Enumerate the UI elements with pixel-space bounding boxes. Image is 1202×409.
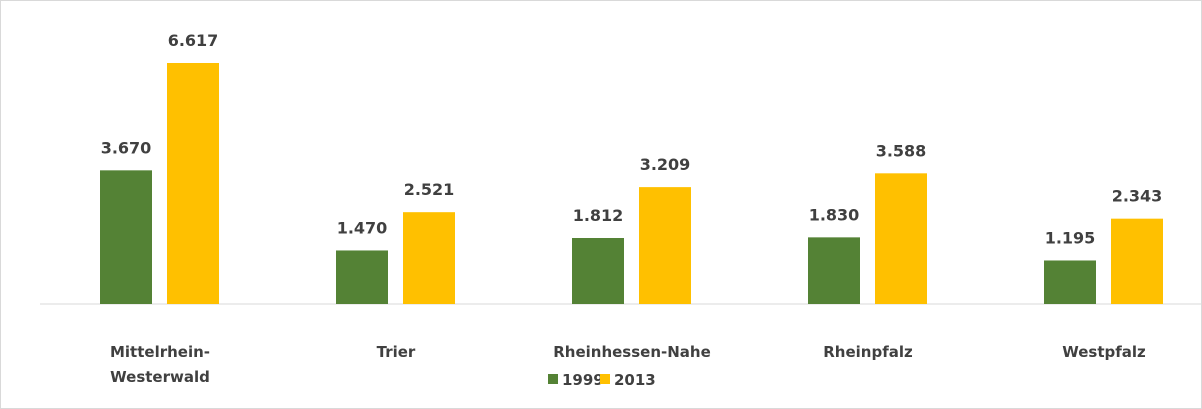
bar [639,187,691,304]
data-label: 3.209 [640,155,691,174]
x-tick-label: Trier [376,343,416,361]
bar [167,63,219,304]
data-label: 6.617 [168,31,219,50]
data-label: 3.588 [876,141,927,160]
bar [1111,218,1163,304]
x-tick-label: Westpfalz [1062,343,1146,361]
legend-label: 1999 [562,371,604,389]
x-tick-label: Rheinhessen-Nahe [553,343,711,361]
data-label: 1.195 [1045,228,1096,247]
legend-swatch [548,374,558,384]
bar [336,250,388,304]
data-label: 1.470 [337,218,388,237]
bar [403,212,455,304]
data-label: 1.812 [573,206,624,225]
bar [808,237,860,304]
bar [1044,260,1096,304]
legend-label: 2013 [614,371,656,389]
data-label: 3.670 [101,138,152,157]
legend-swatch [600,374,610,384]
bar [572,238,624,304]
bar [100,170,152,304]
data-label: 2.343 [1112,187,1163,206]
x-tick-label: Mittelrhein- Westerwald [109,343,211,386]
data-label: 2.521 [404,180,455,199]
x-tick-label: Rheinpfalz [823,343,913,361]
data-label: 1.830 [809,205,860,224]
bar [875,173,927,304]
